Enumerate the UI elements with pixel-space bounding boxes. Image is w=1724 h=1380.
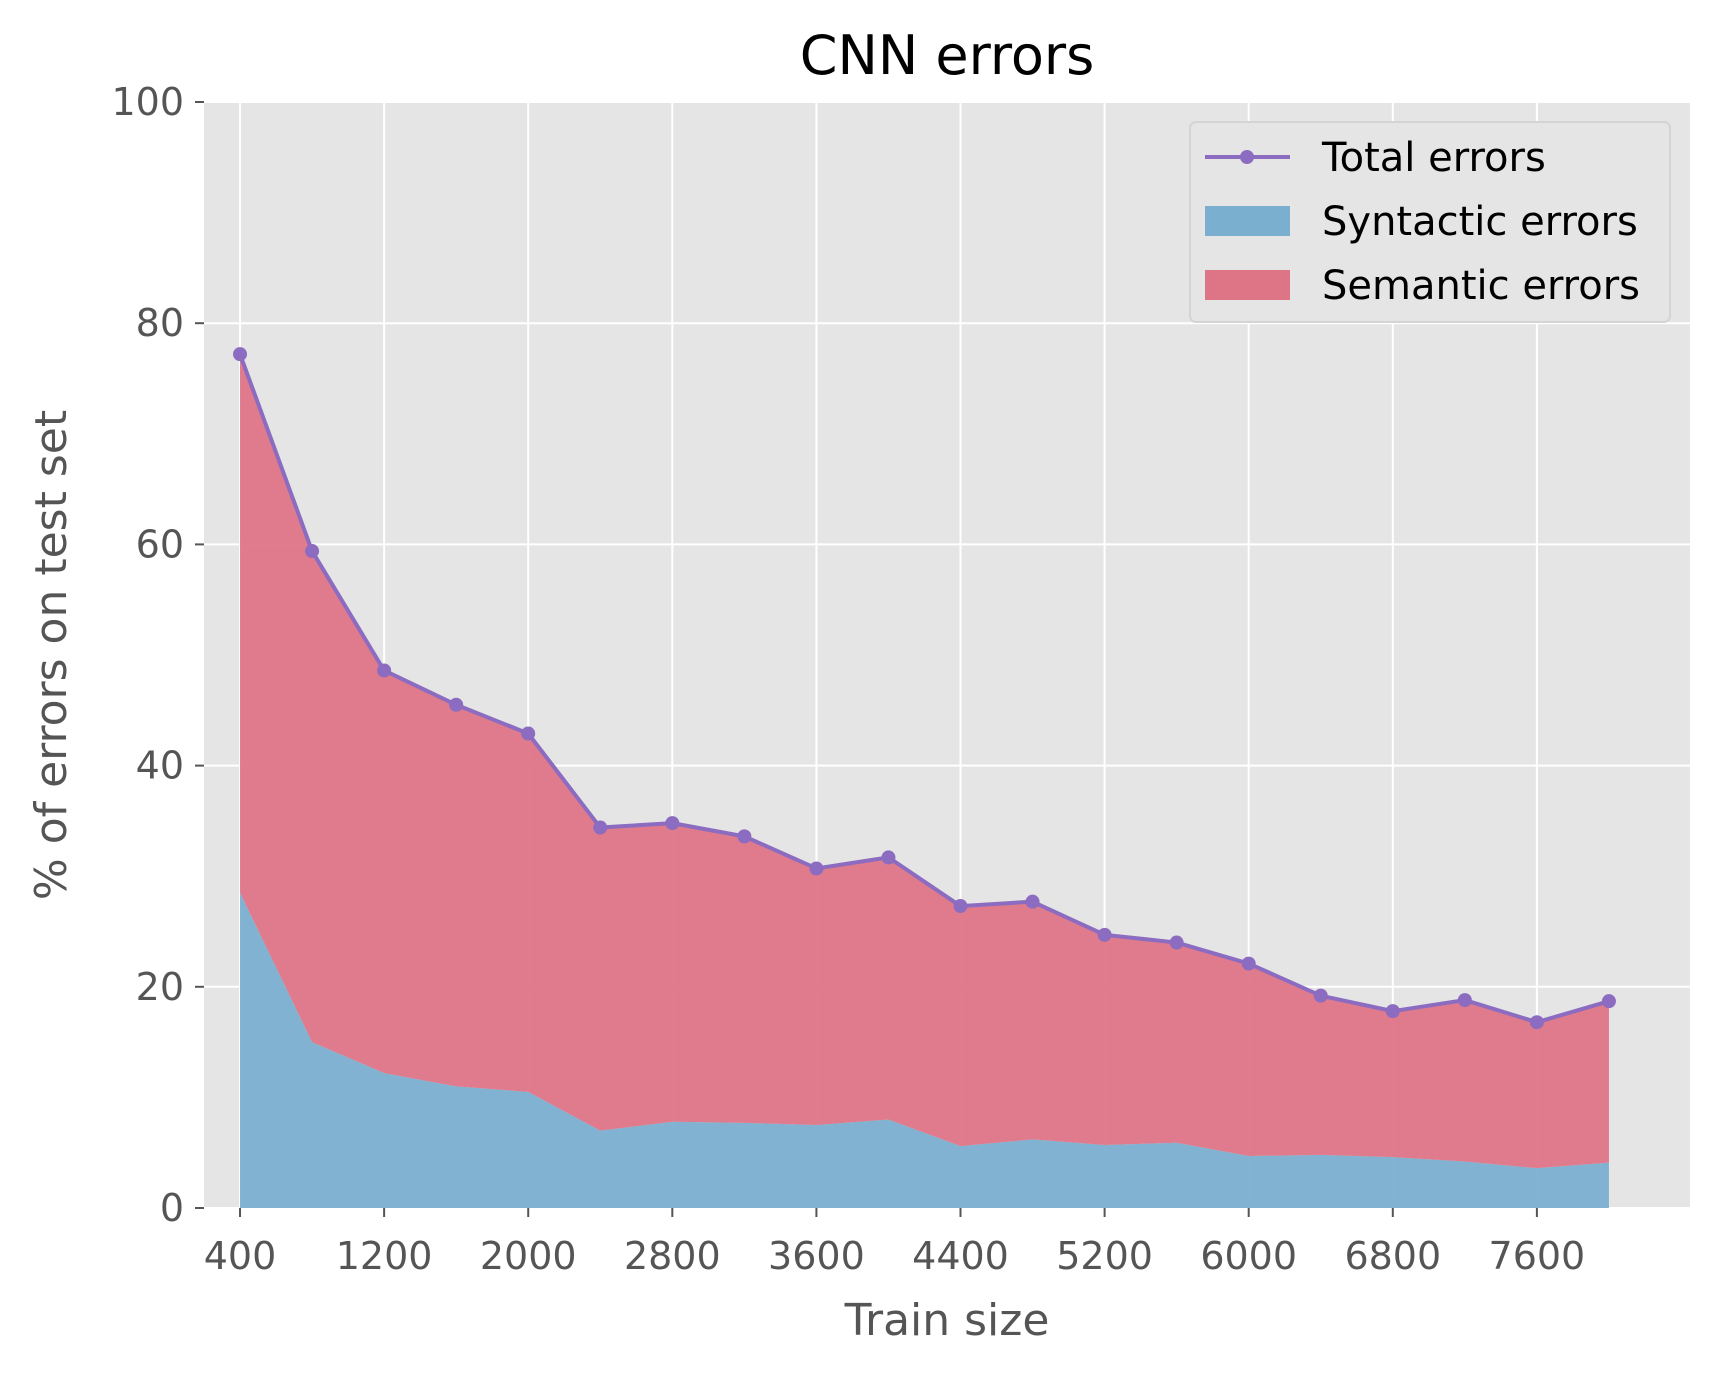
syntactic-errors-area [240,892,1609,1208]
y-tick-label: 80 [136,301,184,345]
x-tick-label: 3600 [768,1234,865,1278]
total-errors-point [1385,1004,1400,1019]
total-errors-point [1097,927,1112,942]
legend-label-semantic-errors: Semantic errors [1322,263,1640,309]
y-tick-label: 20 [136,965,184,1009]
y-axis-ticks: 0 20 40 60 80 100 [111,80,204,1230]
legend-marker-total-errors [1240,150,1254,164]
chart-title: CNN errors [800,24,1095,87]
total-errors-point [377,663,392,678]
x-tick-label: 7600 [1489,1234,1586,1278]
total-errors-point [881,850,896,865]
total-errors-point [1529,1015,1544,1030]
total-errors-point [737,829,752,844]
total-errors-point [593,820,608,835]
y-axis-label: % of errors on test set [26,410,77,900]
legend-label-total-errors: Total errors [1321,135,1546,181]
legend-frame [1189,121,1671,323]
x-tick-label: 6000 [1200,1234,1297,1278]
total-errors-point [233,347,248,362]
total-errors-point [1601,994,1616,1009]
total-errors-point [1241,956,1256,971]
stacked-areas [240,354,1609,1208]
total-errors-point [1169,935,1184,950]
x-tick-label: 5200 [1056,1234,1153,1278]
legend: Total errors Syntactic errors Semantic err… [1189,121,1671,323]
x-tick-label: 400 [204,1234,277,1278]
y-tick-label: 0 [160,1186,184,1230]
total-errors-point [953,899,968,914]
total-errors-line-group [233,347,1616,1030]
total-errors-line [238,353,1610,1025]
total-errors-point [1025,894,1040,909]
total-errors-point [809,861,824,876]
x-tick-label: 1200 [336,1234,433,1278]
legend-label-syntactic-errors: Syntactic errors [1322,199,1638,245]
y-tick-label: 60 [136,522,184,566]
total-errors-point [1457,993,1472,1008]
semantic-errors-area [240,354,1609,1169]
x-tick-label: 6800 [1344,1234,1441,1278]
total-errors-point [1313,988,1328,1003]
x-tick-label: 2000 [480,1234,577,1278]
x-tick-label: 2800 [624,1234,721,1278]
total-errors-point [449,697,464,712]
total-errors-point [305,544,320,559]
y-tick-label: 100 [111,80,184,124]
total-errors-point [521,726,536,741]
y-tick-label: 40 [136,744,184,788]
x-axis-label: Train size [844,1295,1050,1346]
total-errors-point [665,816,680,831]
legend-swatch-syntactic-errors [1205,206,1290,236]
legend-swatch-semantic-errors [1205,270,1290,300]
x-tick-label: 4400 [912,1234,1009,1278]
x-axis-ticks: 400 1200 2000 2800 3600 4400 5200 6000 6800 7600 [204,1208,1585,1278]
